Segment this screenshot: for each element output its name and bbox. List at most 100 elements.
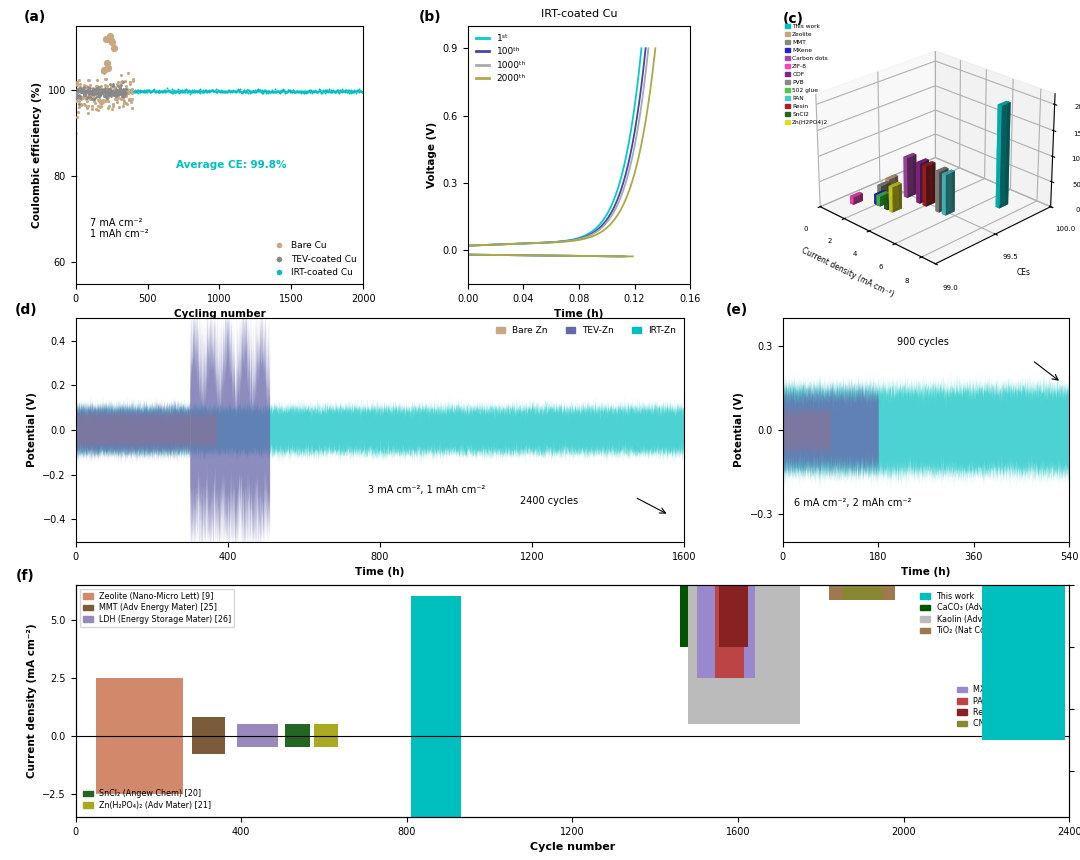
Point	[82, 90, 99, 104]
Point	[216, 85, 233, 99]
Point	[123, 83, 140, 97]
Point	[255, 84, 272, 98]
Point	[98, 86, 116, 100]
Bar	[719, 585, 748, 647]
Point	[312, 86, 329, 100]
Point	[112, 85, 130, 99]
Point	[99, 84, 117, 98]
Point	[298, 85, 315, 99]
Point	[302, 83, 320, 97]
Point	[214, 84, 231, 98]
Point	[98, 79, 116, 93]
Point	[111, 84, 129, 98]
Point	[124, 85, 141, 99]
Point	[93, 87, 110, 101]
Point	[146, 82, 163, 95]
Point	[89, 103, 106, 117]
Point	[102, 87, 119, 101]
Point	[110, 84, 127, 98]
Point	[108, 84, 125, 98]
Point	[117, 74, 134, 88]
Point	[102, 83, 119, 96]
Point	[187, 84, 204, 98]
Point	[110, 84, 127, 98]
Point	[222, 84, 240, 98]
Point	[76, 83, 93, 96]
Point	[104, 99, 121, 113]
Point	[89, 82, 106, 95]
Point	[305, 84, 322, 98]
Point	[301, 83, 319, 97]
Point	[287, 85, 305, 99]
Point	[116, 89, 133, 103]
Point	[79, 83, 96, 96]
Point	[203, 83, 220, 97]
Point	[68, 91, 85, 105]
Point	[116, 84, 133, 98]
Point	[105, 89, 122, 102]
Point	[192, 83, 210, 97]
Point	[240, 86, 257, 100]
Point	[108, 85, 125, 99]
Point	[130, 84, 147, 98]
Point	[116, 83, 133, 96]
Point	[123, 86, 140, 100]
Point	[90, 86, 107, 100]
Point	[81, 84, 98, 98]
Point	[123, 83, 140, 96]
Point	[229, 83, 246, 97]
Point	[177, 83, 194, 96]
Point	[257, 85, 274, 99]
Point	[347, 87, 364, 101]
Point	[291, 83, 308, 97]
Point	[302, 83, 320, 97]
Point	[116, 88, 133, 101]
Point	[77, 84, 94, 98]
Point	[105, 79, 122, 93]
Point	[212, 85, 229, 99]
Point	[164, 86, 181, 100]
Point	[178, 86, 195, 100]
Point	[319, 84, 336, 98]
Point	[109, 91, 126, 105]
Point	[226, 83, 243, 97]
Bar	[680, 585, 762, 647]
Point	[138, 83, 156, 97]
Point	[160, 83, 177, 97]
Point	[286, 84, 303, 98]
Point	[81, 85, 98, 99]
Point	[95, 89, 112, 102]
Point	[132, 85, 149, 99]
Point	[319, 84, 336, 98]
Point	[207, 83, 225, 96]
Point	[220, 83, 238, 97]
Point	[110, 76, 127, 89]
Point	[81, 82, 98, 95]
Point	[78, 92, 95, 106]
Point	[334, 84, 351, 98]
Point	[84, 84, 102, 98]
Point	[69, 90, 86, 104]
Point	[157, 85, 174, 99]
Point	[224, 83, 241, 97]
Point	[83, 83, 100, 97]
Point	[151, 84, 168, 98]
Point	[262, 83, 280, 97]
Point	[71, 82, 89, 95]
Point	[226, 84, 243, 98]
Point	[268, 84, 285, 98]
Point	[110, 84, 127, 98]
Point	[189, 84, 206, 98]
Point	[212, 84, 229, 98]
Point	[143, 84, 160, 98]
Point	[83, 85, 100, 99]
Point	[124, 72, 141, 86]
Point	[230, 85, 247, 99]
Point	[77, 99, 94, 113]
Point	[97, 93, 114, 107]
Point	[341, 84, 359, 98]
Point	[85, 88, 103, 101]
Point	[116, 88, 133, 101]
Legend: Bare Zn, TEV-Zn, IRT-Zn: Bare Zn, TEV-Zn, IRT-Zn	[492, 322, 679, 339]
Point	[152, 84, 170, 98]
